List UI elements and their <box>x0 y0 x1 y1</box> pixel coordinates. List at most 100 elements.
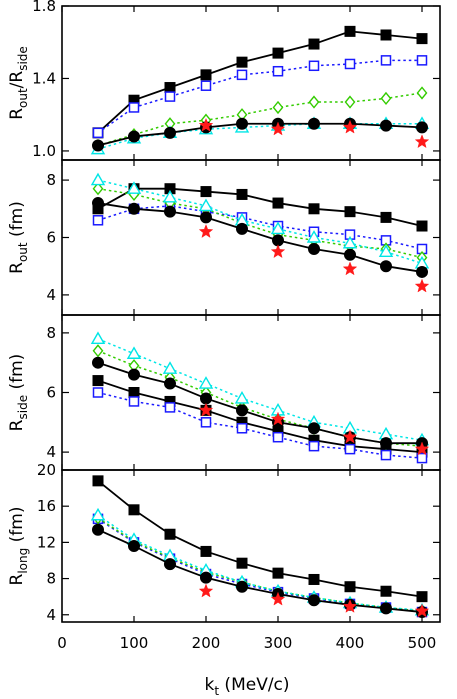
series-line <box>97 480 423 598</box>
series-rlong-diamond-open <box>92 511 428 618</box>
x-tick-label: 0 <box>57 634 67 652</box>
data-point <box>270 591 286 606</box>
data-point <box>270 221 286 235</box>
data-point <box>380 449 392 461</box>
data-point <box>198 117 214 132</box>
data-point <box>200 417 212 428</box>
data-point <box>128 202 140 215</box>
data-point <box>342 235 358 249</box>
series-rside-triangle-open <box>90 331 430 446</box>
data-point <box>308 203 320 215</box>
series-line <box>97 187 423 227</box>
data-point <box>306 230 322 243</box>
panel-ratio: 1.0 1.4 1.8 Rout/Rside <box>7 0 441 161</box>
panel-rlong: 4 8 12 16 20 Rlong (fm) <box>7 461 441 624</box>
series-line <box>97 528 423 613</box>
data-point <box>236 56 248 68</box>
data-point <box>200 69 212 81</box>
data-point <box>90 331 106 345</box>
data-point <box>344 95 356 109</box>
data-point <box>164 126 176 139</box>
data-point <box>92 139 104 152</box>
series-rlong-circle-filled <box>92 523 428 619</box>
data-point <box>128 102 140 113</box>
data-point <box>414 134 430 149</box>
series-line <box>97 518 423 613</box>
panel-frame <box>61 5 441 161</box>
series-line <box>97 30 423 134</box>
data-point <box>200 211 212 224</box>
data-point <box>198 376 214 389</box>
series-rout-star <box>198 224 430 293</box>
data-point <box>416 121 428 134</box>
data-point <box>92 523 104 536</box>
data-point <box>380 55 392 66</box>
data-point <box>164 402 176 413</box>
x-axis: kt (MeV/c) 0 100 200 300 400 500 <box>57 634 436 698</box>
data-point <box>92 197 104 210</box>
data-point <box>378 244 394 258</box>
y-tick-label: 1.8 <box>32 0 56 15</box>
data-point <box>308 440 320 452</box>
y-axis-label: Rout (fm) <box>7 201 30 274</box>
data-point <box>344 581 356 593</box>
data-point <box>200 571 212 584</box>
y-tick-label: 20 <box>37 461 56 479</box>
data-point <box>164 82 176 94</box>
series-line <box>97 179 423 265</box>
data-point <box>90 172 106 186</box>
data-point <box>198 198 214 212</box>
data-point <box>164 91 176 102</box>
data-point <box>236 69 248 81</box>
data-point <box>236 222 248 235</box>
y-tick-label: 6 <box>46 384 56 402</box>
data-point <box>198 224 214 238</box>
data-point <box>414 441 430 456</box>
data-point <box>416 591 428 603</box>
series-rlong-square-open <box>92 513 428 618</box>
data-point <box>92 215 104 226</box>
data-point <box>92 475 104 487</box>
data-point <box>416 265 428 278</box>
data-point <box>92 182 104 196</box>
data-point <box>270 244 286 259</box>
panel-frame <box>61 469 441 623</box>
data-point <box>92 387 104 398</box>
series-line <box>97 59 422 134</box>
data-point <box>270 411 286 426</box>
x-tick-label: 300 <box>264 634 293 652</box>
y-tick-label: 4 <box>46 443 56 461</box>
data-point <box>308 38 320 50</box>
series-line <box>97 361 422 445</box>
data-point <box>272 100 284 115</box>
data-point <box>236 188 248 200</box>
series-line <box>97 187 423 259</box>
data-point <box>308 95 320 109</box>
data-point <box>342 119 358 134</box>
data-point <box>198 402 214 417</box>
panel-rside: 4 6 8 Rside (fm) <box>7 314 441 471</box>
data-point <box>270 121 286 136</box>
data-point <box>200 80 212 91</box>
data-point <box>380 91 392 106</box>
series-rside-star <box>198 402 430 456</box>
data-point <box>344 248 356 261</box>
series-line <box>97 123 422 150</box>
data-point <box>236 580 248 593</box>
data-point <box>92 375 104 387</box>
y-tick-label: 4 <box>46 286 56 304</box>
series-line <box>97 205 423 250</box>
data-point <box>344 206 356 218</box>
data-point <box>416 55 428 66</box>
series-rlong-triangle-open <box>90 507 430 616</box>
data-point <box>344 58 356 70</box>
series-ratio-star <box>198 117 430 149</box>
data-point <box>308 117 320 130</box>
data-point <box>414 278 430 293</box>
data-point <box>380 602 392 615</box>
y-tick-label: 8 <box>46 171 56 189</box>
data-point <box>200 545 212 557</box>
data-point <box>342 598 358 613</box>
series-rout-circle-filled <box>92 197 428 278</box>
data-point <box>308 594 320 607</box>
